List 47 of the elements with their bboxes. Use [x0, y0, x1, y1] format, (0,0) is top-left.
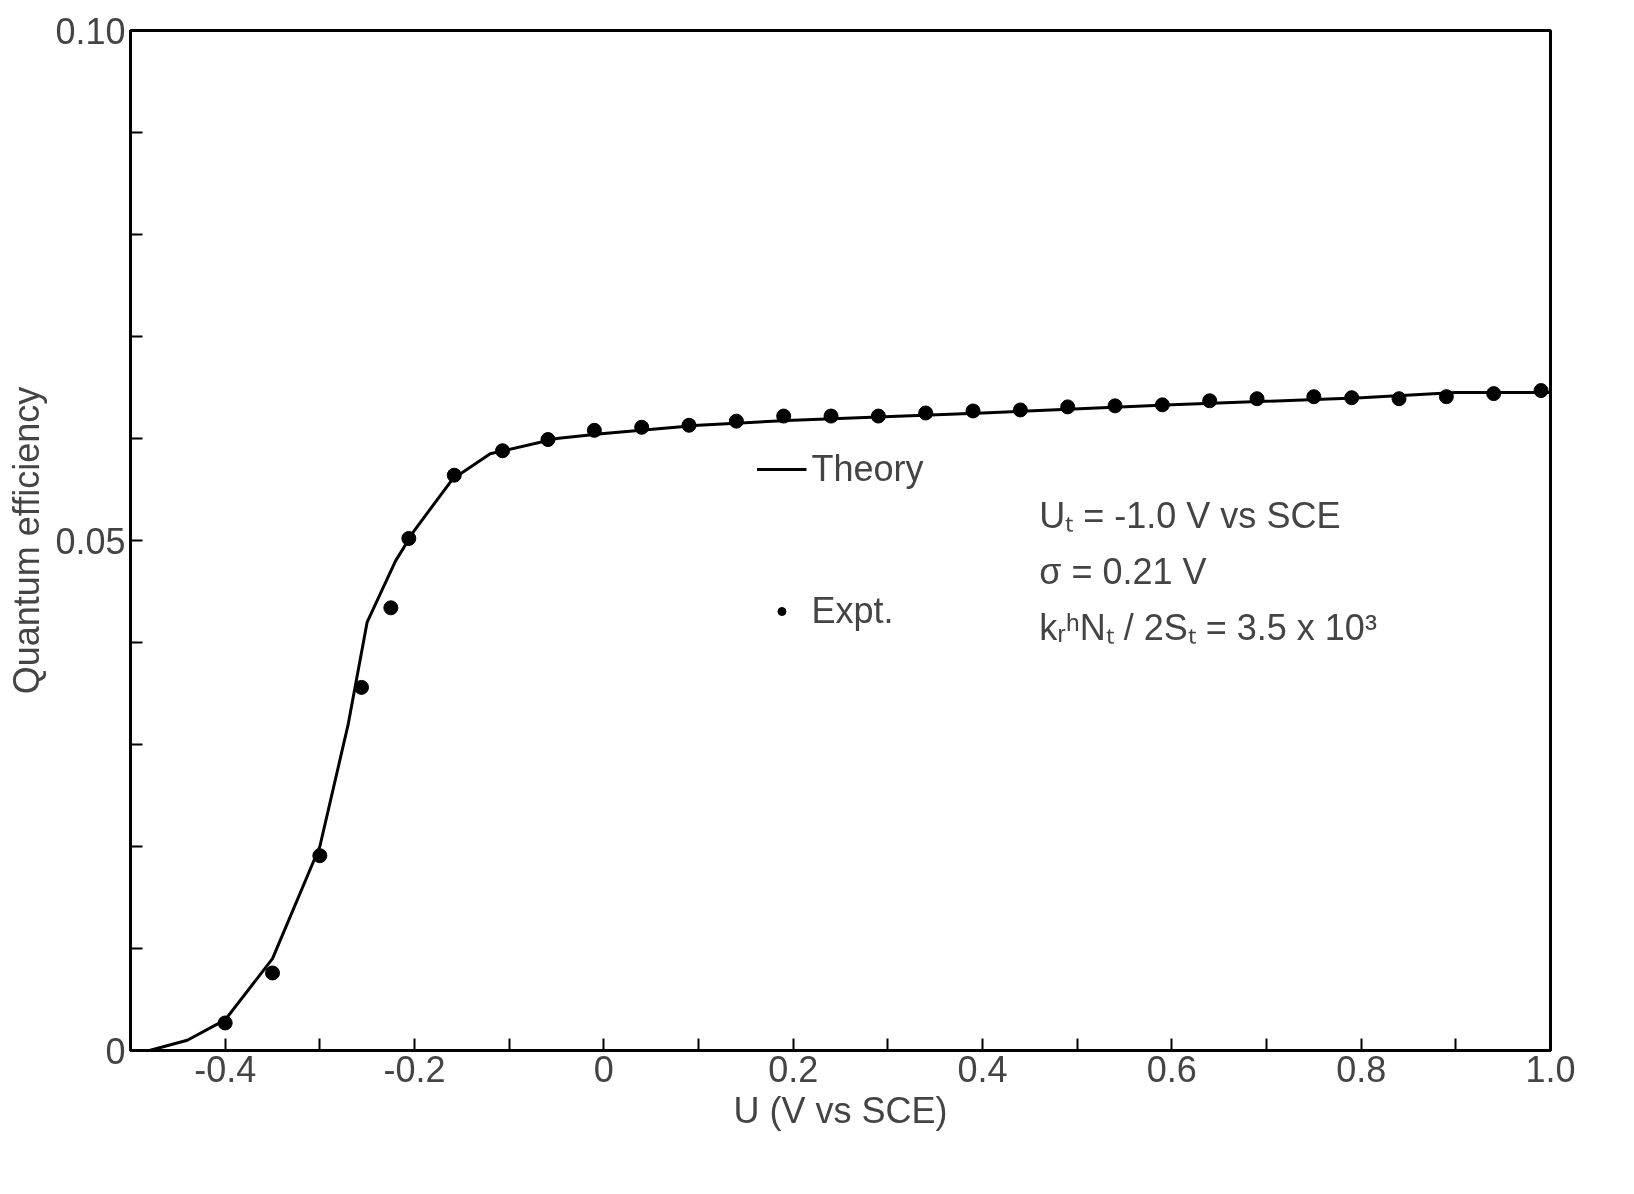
point	[728, 413, 744, 429]
point	[634, 419, 650, 435]
x-tick-label: 1.0	[1525, 1048, 1576, 1090]
x-tick-label: 0.8	[1336, 1048, 1387, 1090]
x-tick-label: 0.2	[768, 1048, 819, 1090]
point	[401, 530, 417, 546]
point	[965, 403, 981, 419]
x-tick-label: 0.4	[957, 1048, 1008, 1090]
point	[1391, 391, 1407, 407]
point	[1344, 390, 1360, 406]
point	[823, 408, 839, 424]
y-tick-label: 0.10	[55, 10, 126, 52]
point	[217, 1015, 233, 1031]
point	[495, 443, 511, 459]
point	[918, 405, 934, 421]
point	[1060, 399, 1076, 415]
point	[446, 467, 462, 483]
point	[540, 432, 556, 448]
point	[353, 679, 369, 695]
point	[312, 848, 328, 864]
legend-label: Theory	[811, 448, 924, 490]
legend-label: Expt.	[811, 590, 894, 632]
annotation: kᵣʰNₜ / 2Sₜ = 3.5 x 10³	[1039, 606, 1377, 648]
point	[681, 417, 697, 433]
point	[1438, 389, 1454, 405]
point	[776, 408, 792, 424]
point	[1012, 402, 1028, 418]
point	[1107, 398, 1123, 414]
point	[1202, 393, 1218, 409]
point	[1154, 397, 1170, 413]
x-tick-label: 0.6	[1146, 1048, 1197, 1090]
y-tick-label: 0.05	[55, 520, 126, 562]
x-tick-label: -0.2	[383, 1048, 446, 1090]
annotation: σ = 0.21 V	[1039, 550, 1207, 592]
point	[586, 422, 602, 438]
y-axis-title: Quantum efficiency	[6, 386, 48, 695]
point	[1533, 383, 1549, 399]
point	[265, 965, 280, 981]
x-tick-label: -0.4	[194, 1048, 257, 1090]
point	[1306, 389, 1322, 405]
annotation: Uₜ = -1.0 V vs SCE	[1039, 494, 1341, 536]
x-tick-label: 0	[593, 1048, 614, 1090]
point	[1486, 386, 1502, 402]
point	[383, 600, 399, 616]
point	[870, 408, 886, 424]
point	[1249, 391, 1265, 407]
x-axis-title: U (V vs SCE)	[733, 1089, 948, 1131]
